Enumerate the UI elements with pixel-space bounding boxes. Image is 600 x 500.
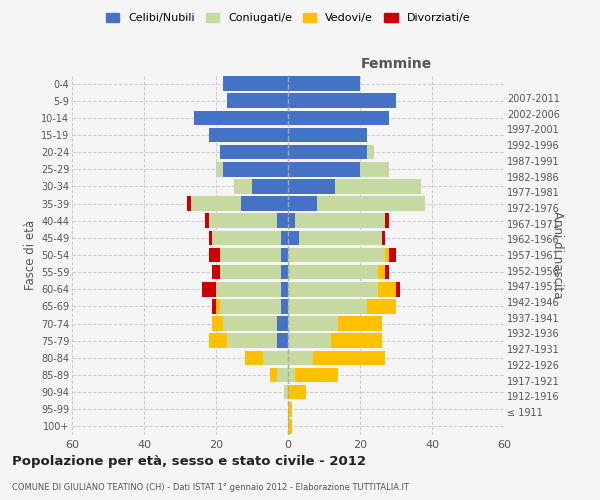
Bar — [288, 350, 313, 365]
Bar — [288, 196, 317, 211]
Bar — [241, 196, 288, 211]
Bar — [288, 94, 396, 108]
Bar — [288, 145, 367, 160]
Bar — [223, 316, 277, 331]
Bar — [252, 179, 288, 194]
Bar — [202, 282, 216, 296]
Bar — [385, 248, 389, 262]
Legend: Celibi/Nubili, Coniugati/e, Vedovi/e, Divorziati/e: Celibi/Nubili, Coniugati/e, Vedovi/e, Di… — [101, 8, 475, 28]
Bar — [288, 385, 306, 400]
Bar — [288, 334, 331, 348]
Bar — [223, 76, 288, 91]
Bar — [209, 334, 227, 348]
Bar — [288, 419, 292, 434]
Bar — [209, 248, 220, 262]
Bar — [313, 350, 385, 365]
Bar — [281, 248, 288, 262]
Bar — [212, 316, 223, 331]
Bar — [220, 265, 281, 280]
Y-axis label: Anni di nascita: Anni di nascita — [551, 212, 564, 298]
Text: Femmine: Femmine — [361, 58, 431, 71]
Bar — [396, 282, 400, 296]
Bar — [385, 214, 389, 228]
Bar — [288, 179, 335, 194]
Bar — [281, 299, 288, 314]
Bar — [277, 214, 288, 228]
Bar — [220, 248, 281, 262]
Bar — [187, 196, 191, 211]
Bar — [220, 145, 288, 160]
Bar — [270, 368, 277, 382]
Bar — [317, 196, 425, 211]
Bar — [288, 230, 299, 245]
Bar — [209, 214, 277, 228]
Bar — [288, 214, 295, 228]
Bar — [194, 110, 288, 125]
Y-axis label: Fasce di età: Fasce di età — [23, 220, 37, 290]
Bar — [281, 265, 288, 280]
Bar — [216, 299, 220, 314]
Bar — [288, 110, 389, 125]
Bar — [223, 162, 288, 176]
Bar — [378, 265, 385, 280]
Bar — [385, 265, 389, 280]
Bar — [227, 334, 277, 348]
Bar — [331, 334, 382, 348]
Bar — [277, 334, 288, 348]
Bar — [227, 94, 288, 108]
Text: COMUNE DI GIULIANO TEATINO (CH) - Dati ISTAT 1° gennaio 2012 - Elaborazione TUTT: COMUNE DI GIULIANO TEATINO (CH) - Dati I… — [12, 483, 409, 492]
Bar — [288, 316, 338, 331]
Bar — [367, 145, 374, 160]
Bar — [389, 248, 396, 262]
Bar — [216, 282, 281, 296]
Bar — [281, 282, 288, 296]
Bar — [281, 230, 288, 245]
Bar — [212, 265, 220, 280]
Bar — [295, 214, 385, 228]
Bar — [299, 230, 382, 245]
Bar — [245, 350, 263, 365]
Bar — [288, 76, 360, 91]
Bar — [234, 179, 252, 194]
Bar — [220, 299, 281, 314]
Text: Popolazione per età, sesso e stato civile - 2012: Popolazione per età, sesso e stato civil… — [12, 455, 366, 468]
Bar — [338, 316, 382, 331]
Bar — [367, 299, 396, 314]
Bar — [212, 230, 281, 245]
Bar — [216, 162, 223, 176]
Bar — [288, 265, 378, 280]
Bar — [277, 368, 288, 382]
Bar — [288, 282, 378, 296]
Bar — [263, 350, 288, 365]
Bar — [284, 385, 288, 400]
Bar — [212, 299, 216, 314]
Bar — [205, 214, 209, 228]
Bar — [209, 230, 212, 245]
Bar — [288, 248, 385, 262]
Bar — [378, 282, 396, 296]
Bar — [288, 402, 292, 416]
Bar — [288, 128, 367, 142]
Bar — [295, 368, 338, 382]
Bar — [288, 162, 360, 176]
Bar — [191, 196, 241, 211]
Bar — [335, 179, 421, 194]
Bar — [382, 230, 385, 245]
Bar — [288, 299, 367, 314]
Bar — [277, 316, 288, 331]
Bar — [209, 128, 288, 142]
Bar — [360, 162, 389, 176]
Bar — [288, 368, 295, 382]
